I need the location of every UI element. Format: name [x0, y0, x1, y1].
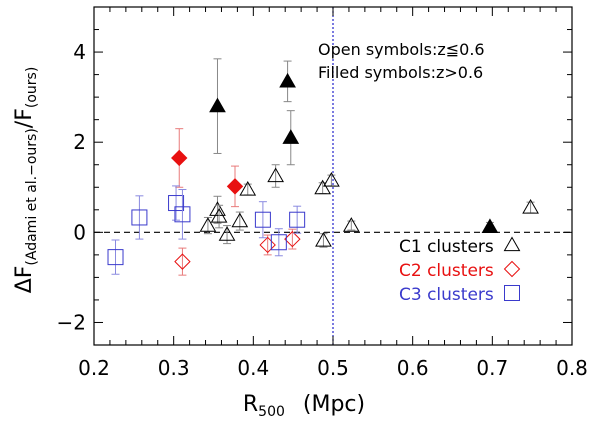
open-triangle-point: [209, 201, 226, 216]
y-tick-label: 4: [73, 40, 86, 64]
open-triangle-point: [199, 217, 217, 232]
y-axis-label-div: /F: [12, 108, 37, 128]
legend-label-c2: C2 clusters: [399, 261, 494, 281]
y-axis-label-sub: (Adami et al.−ours): [24, 128, 40, 265]
open-square-point: [131, 209, 148, 226]
open-triangle-point: [522, 199, 539, 214]
y-axis-label: ΔF(Adami et al.−ours)/F(ours): [12, 67, 40, 294]
filled-triangle-point: [209, 97, 226, 113]
open-diamond-point: [174, 253, 191, 270]
open-triangle-point: [218, 226, 236, 241]
open-triangle-point: [267, 167, 285, 183]
legend-symbol-triangle: [503, 236, 521, 252]
data-marks: [107, 58, 539, 276]
series-triangle: [199, 58, 539, 248]
open-square-point: [174, 206, 191, 223]
x-tick-label: 0.6: [397, 356, 429, 380]
filled-triangle-point: [282, 129, 300, 144]
filled-diamond-point: [226, 178, 244, 195]
x-tick-label: 0.3: [158, 356, 190, 380]
y-tick-label: 0: [73, 220, 86, 244]
open-square-point: [254, 211, 271, 228]
legend-symbols: [503, 236, 521, 301]
x-tick-label: 0.8: [556, 356, 588, 380]
open-triangle-point: [342, 217, 360, 232]
open-triangle-point: [231, 212, 249, 228]
x-axis-label-main: R: [243, 392, 258, 417]
open-diamond-point: [284, 230, 301, 248]
open-square-point: [168, 195, 185, 212]
chart-text: Open symbols:z≦0.6 Filled symbols:z>0.6 …: [12, 40, 494, 420]
x-tick-label: 0.4: [237, 356, 269, 380]
legend-symbol-diamond: [503, 260, 521, 278]
y-axis-label-main: ΔF: [12, 266, 37, 294]
open-triangle-point: [239, 181, 257, 196]
open-triangle-point: [323, 171, 340, 187]
x-tick-label: 0.7: [476, 356, 508, 380]
filled-diamond-point: [171, 149, 188, 167]
open-square-point: [107, 249, 124, 266]
y-tick-label: −2: [57, 310, 86, 334]
series-square: [107, 185, 306, 275]
open-square-point: [289, 211, 306, 228]
annotation-open-symbols: Open symbols:z≦0.6: [318, 40, 485, 59]
legend-label-c3: C3 clusters: [399, 285, 494, 305]
x-axis-label: R500 (Mpc): [243, 392, 365, 420]
axes: 0.2 0.3 0.4 0.5 0.6 0.7 0.8 −2 0 2 4: [57, 6, 588, 380]
filled-triangle-point: [481, 218, 499, 234]
open-square-point: [270, 234, 287, 251]
open-triangle-point: [315, 231, 332, 247]
open-triangle-point: [210, 208, 228, 223]
open-triangle-point: [314, 179, 332, 195]
annotation-filled-symbols: Filled symbols:z>0.6: [318, 63, 483, 82]
open-diamond-point: [259, 236, 276, 254]
series-diamond: [171, 128, 301, 276]
x-tick-label: 0.2: [78, 356, 110, 380]
x-tick-label: 0.5: [317, 356, 349, 380]
legend-symbol-square: [504, 285, 520, 301]
x-axis-label-unit: (Mpc): [303, 392, 365, 417]
y-axis-label-sub2: (ours): [24, 67, 40, 108]
y-tick-label: 2: [73, 130, 86, 154]
x-axis-label-sub: 500: [258, 404, 285, 420]
filled-triangle-point: [279, 72, 296, 88]
legend-label-c1: C1 clusters: [399, 237, 494, 257]
